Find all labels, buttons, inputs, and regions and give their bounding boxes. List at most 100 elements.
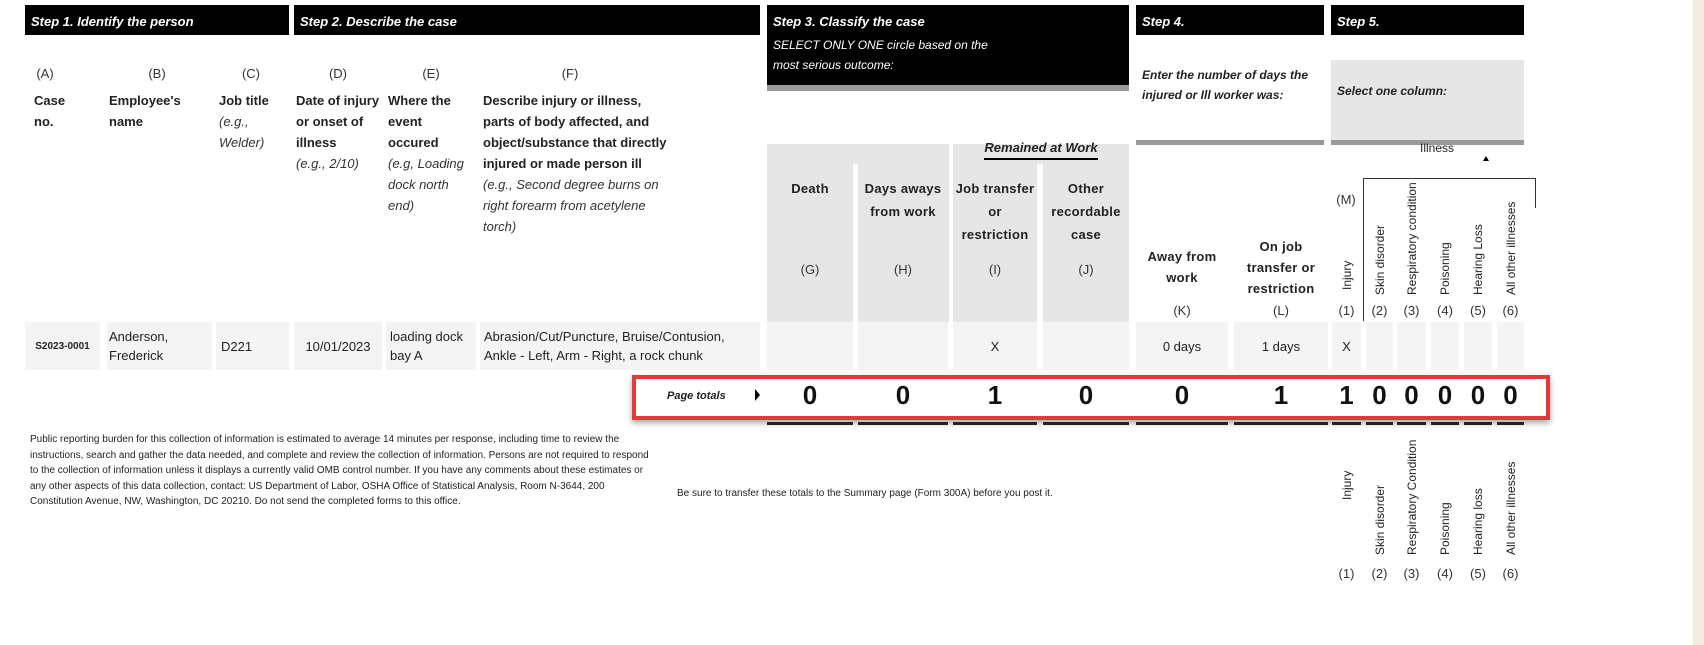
total-m6: 0 (1503, 380, 1518, 410)
col-b-letter: (B) (148, 66, 166, 81)
cell-employee-name[interactable]: Anderson, Frederick (107, 322, 212, 370)
col-f-letter: (F) (561, 66, 579, 81)
cell-date[interactable]: 10/01/2023 (294, 322, 382, 370)
transfer-note: Be sure to transfer these totals to the … (677, 488, 1053, 499)
illness-type-label: Injury (1339, 260, 1354, 290)
bottom-illness-label: Hearing loss (1471, 488, 1485, 555)
col-g-title: Death (791, 181, 829, 196)
bottom-illness-label: Poisoning (1438, 502, 1452, 555)
illness-type-label: Skin disorder (1372, 224, 1387, 295)
total-underline (1497, 422, 1524, 425)
illness-pointer-icon (1483, 156, 1489, 161)
bottom-illness-label: All other illnesses (1503, 461, 1518, 555)
step3-header: Step 3. Classify the case SELECT ONLY ON… (767, 5, 1129, 91)
cell-i[interactable]: X (953, 322, 1037, 370)
total-underline (767, 422, 853, 425)
cell-case-no[interactable]: S2023-0001 (25, 322, 100, 370)
step5-header: Step 5. (1331, 5, 1524, 35)
col-e-hint: (e.g, Loading dock north end) (388, 156, 464, 213)
step4-subtitle: Enter the number of days the injured or … (1136, 65, 1324, 145)
col-b-title: Employee's name (109, 93, 181, 129)
total-underline (858, 422, 948, 425)
illness-type-number: (5) (1470, 303, 1486, 318)
col-i-letter: (I) (988, 262, 1002, 277)
cell-where[interactable]: loading dock bay A (386, 322, 476, 370)
col-k-title: Away from work (1147, 249, 1217, 285)
cell-m2[interactable] (1366, 322, 1393, 370)
illness-type-label: Poisoning (1438, 242, 1452, 295)
col-h-letter: (H) (893, 262, 913, 277)
cell-m1[interactable]: X (1332, 322, 1361, 370)
col-m-letter: (M) (1336, 192, 1356, 207)
bottom-illness-label: Injury (1339, 470, 1354, 500)
col-c-letter: (C) (241, 66, 261, 81)
col-i-title: Job transfer or restriction (955, 181, 1035, 242)
cell-h[interactable] (858, 322, 948, 370)
col-k-letter: (K) (1173, 303, 1191, 318)
col-d-title: Date of injury or onset of illness (296, 93, 380, 150)
bottom-illness-number: (2) (1371, 566, 1388, 581)
col-a-title: Case no. (34, 93, 66, 129)
illness-type-label: All other illnesses (1503, 201, 1518, 295)
total-m4: 0 (1437, 380, 1453, 410)
illness-label: Illness (1420, 141, 1455, 155)
col-j-title: Other recordable case (1051, 181, 1121, 242)
total-m1: 1 (1339, 380, 1354, 410)
col-c-title: Job title (219, 93, 269, 108)
cell-m3[interactable] (1397, 322, 1426, 370)
col-d-hint: (e.g., 2/10) (296, 156, 359, 171)
total-g: 0 (802, 380, 818, 410)
step1-header: Step 1. Identify the person (25, 5, 289, 35)
total-k: 0 (1174, 380, 1190, 410)
col-e-title: Where the event occured (388, 93, 451, 150)
step5-subtitle: Select one column: (1331, 60, 1524, 145)
bottom-illness-label: Respiratory Condition (1404, 439, 1419, 555)
bottom-illness-number: (4) (1437, 566, 1453, 581)
total-m2: 0 (1372, 380, 1387, 410)
col-j-letter: (J) (1078, 262, 1094, 277)
cell-k[interactable]: 0 days (1136, 322, 1228, 370)
cell-m4[interactable] (1431, 322, 1459, 370)
step2-header: Step 2. Describe the case (294, 5, 760, 35)
col-l-title: On job transfer or restriction (1246, 239, 1316, 296)
col-f-title: Describe injury or illness, parts of bod… (483, 93, 667, 171)
total-underline (1234, 422, 1328, 425)
illness-type-number: (2) (1371, 303, 1388, 318)
total-underline (1332, 422, 1361, 425)
total-m5: 0 (1470, 380, 1486, 410)
cell-describe[interactable]: Abrasion/Cut/Puncture, Bruise/Contusion,… (480, 322, 760, 370)
remained-at-work-label: Remained at Work (984, 140, 1098, 160)
bottom-illness-label: Skin disorder (1372, 484, 1387, 555)
cell-j[interactable] (1043, 322, 1129, 370)
total-underline (1366, 422, 1393, 425)
death-days-away-box (767, 144, 949, 322)
illness-type-number: (6) (1502, 303, 1519, 318)
cell-l[interactable]: 1 days (1234, 322, 1328, 370)
total-j: 0 (1078, 380, 1094, 410)
total-underline (1397, 422, 1426, 425)
illness-type-label: Respiratory condition (1404, 182, 1419, 295)
illness-type-number: (4) (1437, 303, 1453, 318)
total-underline (953, 422, 1037, 425)
scrollbar[interactable] (1693, 0, 1704, 645)
total-underline (1136, 422, 1228, 425)
total-i: 1 (987, 380, 1003, 410)
cell-m6[interactable] (1497, 322, 1524, 370)
col-h-title: Days aways from work (864, 181, 942, 219)
col-f-hint: (e.g., Second degree burns on right fore… (483, 177, 659, 234)
cell-m5[interactable] (1464, 322, 1492, 370)
total-h: 0 (895, 380, 911, 410)
cell-job-title[interactable]: D221 (216, 322, 289, 370)
col-c-hint: (e.g., Welder) (219, 114, 265, 150)
bottom-illness-number: (5) (1470, 566, 1486, 581)
illness-type-number: (3) (1403, 303, 1420, 318)
page-totals-label: Page totals (667, 390, 726, 402)
total-m3: 0 (1404, 380, 1419, 410)
bottom-illness-number: (1) (1338, 566, 1355, 581)
total-underline (1043, 422, 1129, 425)
arrow-right-icon (755, 389, 760, 401)
col-a-letter: (A) (36, 66, 54, 81)
cell-g[interactable] (767, 322, 853, 370)
total-underline (1431, 422, 1459, 425)
total-underline (1464, 422, 1492, 425)
